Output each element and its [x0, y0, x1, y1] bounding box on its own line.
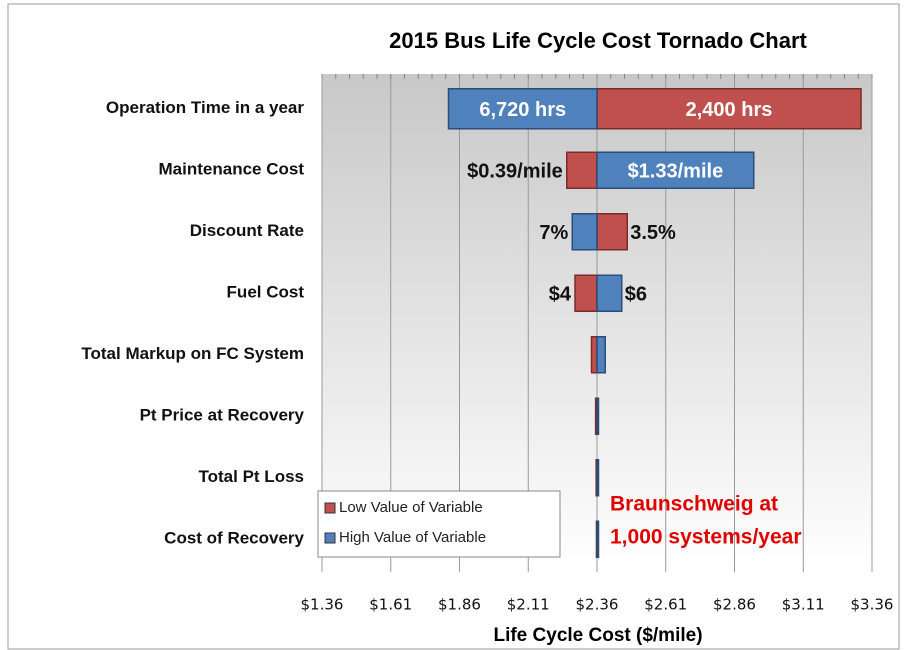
bar-label: $6: [625, 284, 647, 306]
bar: [596, 397, 600, 435]
legend-label: High Value of Variable: [339, 529, 486, 546]
legend-swatch: [324, 532, 336, 544]
bar: [574, 274, 598, 312]
bar: [447, 88, 598, 130]
bar-label: $1.33/mile: [628, 161, 724, 183]
y-tick-label: Fuel Cost: [227, 283, 305, 302]
bar: [596, 459, 600, 497]
y-tick-label: Pt Price at Recovery: [140, 406, 305, 425]
bar-label: $0.39/mile: [467, 161, 563, 183]
x-tick-label: $2.86: [713, 596, 756, 614]
bar-label: $4: [549, 284, 572, 306]
bar: [596, 336, 606, 374]
x-tick-label: $2.61: [644, 596, 687, 614]
y-tick-label: Total Markup on FC System: [81, 344, 304, 363]
x-tick-label: $1.86: [438, 596, 481, 614]
legend-label: Low Value of Variable: [339, 499, 483, 516]
bar: [596, 151, 755, 189]
y-tick-label: Discount Rate: [190, 221, 304, 240]
y-tick-label: Maintenance Cost: [159, 160, 305, 179]
x-axis-title: Life Cycle Cost ($/mile): [493, 625, 702, 646]
annotation: Braunschweig at: [610, 493, 778, 516]
y-tick-label: Cost of Recovery: [164, 529, 304, 548]
y-tick-label: Total Pt Loss: [199, 467, 304, 486]
bar: [596, 213, 628, 251]
bar-label: 2,400 hrs: [686, 99, 773, 121]
legend-box: [317, 490, 561, 558]
x-tick-label: $2.36: [576, 596, 619, 614]
x-tick-label: $3.36: [851, 596, 894, 614]
bar: [571, 213, 598, 251]
x-tick-label: $2.11: [507, 596, 550, 614]
y-tick-label: Operation Time in a year: [106, 98, 304, 117]
x-tick-label: $1.61: [369, 596, 412, 614]
bar: [566, 151, 598, 189]
x-tick-label: $3.11: [782, 596, 825, 614]
bar-label: 3.5%: [630, 222, 676, 244]
bar-label: 7%: [539, 222, 568, 244]
x-tick-label: $1.36: [301, 596, 344, 614]
bar: [596, 88, 862, 130]
chart-title: 2015 Bus Life Cycle Cost Tornado Chart: [389, 28, 807, 53]
annotation: 1,000 systems/year: [610, 526, 802, 549]
bar-label: 6,720 hrs: [479, 99, 566, 121]
bar: [596, 274, 623, 312]
bar: [596, 520, 600, 558]
legend-swatch: [324, 502, 336, 514]
bar: [590, 336, 598, 374]
